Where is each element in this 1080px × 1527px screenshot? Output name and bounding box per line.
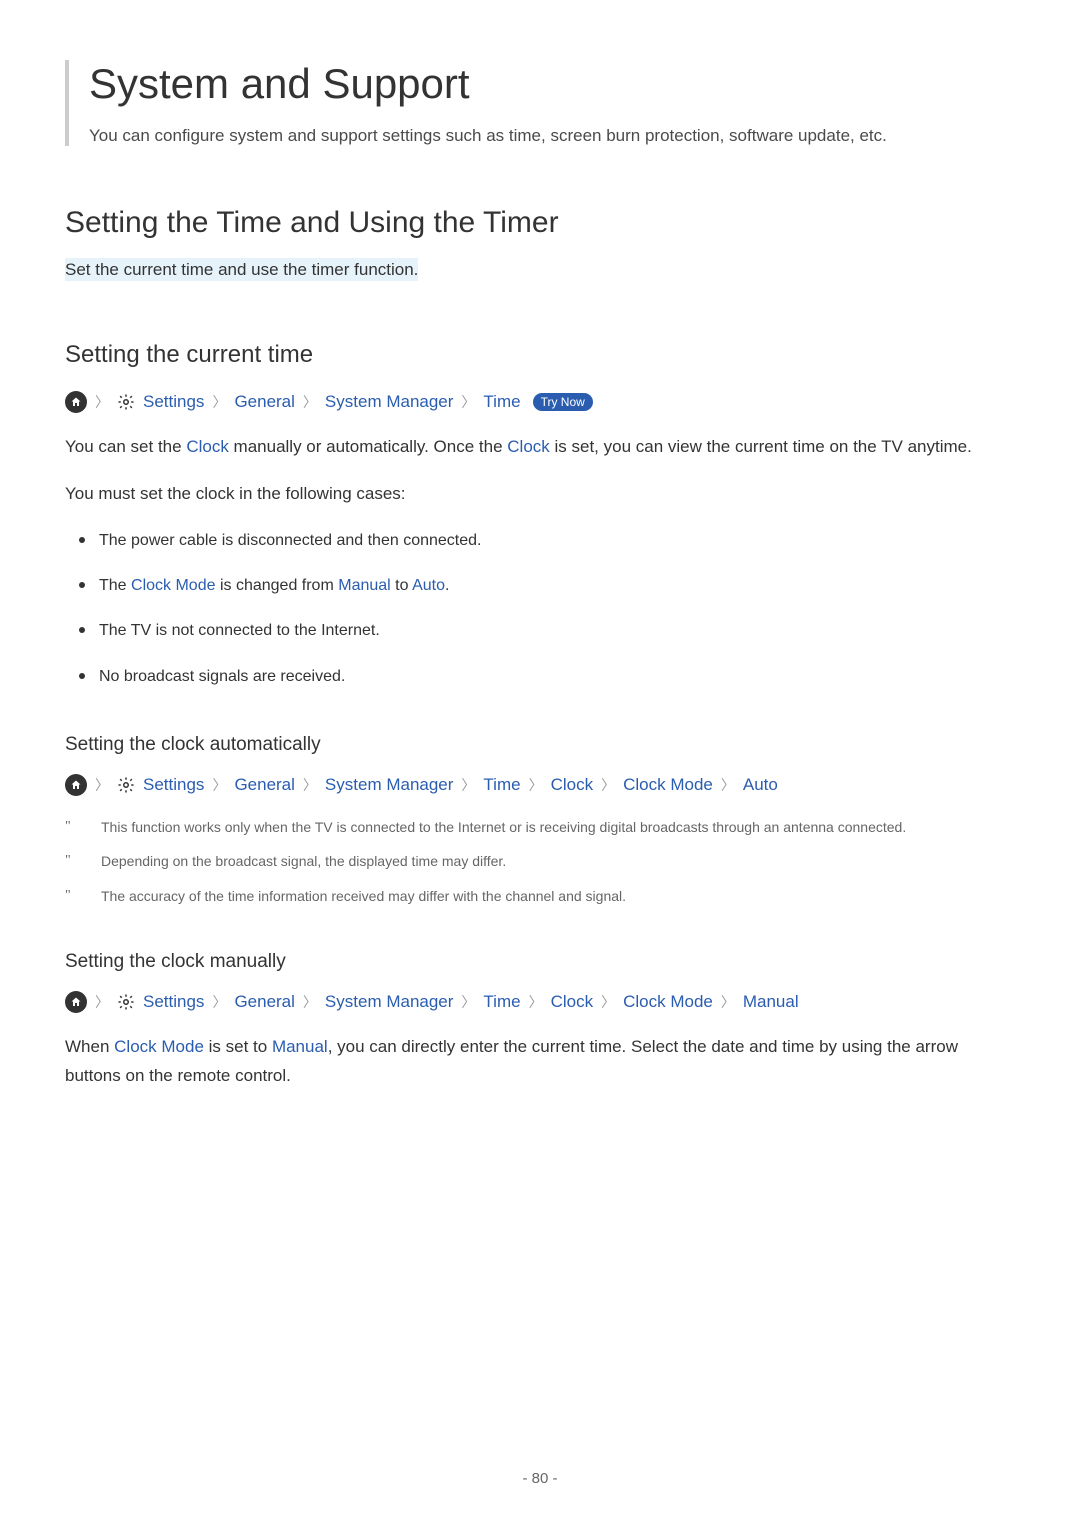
note-text: The accuracy of the time information rec… xyxy=(101,885,626,907)
nav-settings[interactable]: Settings xyxy=(143,392,204,412)
text: manually or automatically. Once the xyxy=(229,437,507,456)
chevron-icon: 〉 xyxy=(95,992,109,1012)
nav-clock-mode[interactable]: Clock Mode xyxy=(623,992,713,1012)
term-manual: Manual xyxy=(272,1037,328,1056)
nav-clock-mode[interactable]: Clock Mode xyxy=(623,775,713,795)
text: When xyxy=(65,1037,114,1056)
section-intro-wrap: Set the current time and use the timer f… xyxy=(65,256,1015,283)
text: is set, you can view the current time on… xyxy=(550,437,972,456)
chevron-icon: 〉 xyxy=(721,992,735,1012)
nav-system-manager[interactable]: System Manager xyxy=(325,392,454,412)
note-item: " Depending on the broadcast signal, the … xyxy=(65,850,1015,872)
chevron-icon: 〉 xyxy=(212,392,226,412)
note-marker: " xyxy=(65,816,81,838)
home-icon xyxy=(65,391,87,413)
note-item: " This function works only when the TV is… xyxy=(65,816,1015,838)
title-block: System and Support You can configure sys… xyxy=(65,60,1015,146)
chevron-icon: 〉 xyxy=(95,392,109,412)
nav-time[interactable]: Time xyxy=(483,775,520,795)
chevron-icon: 〉 xyxy=(95,775,109,795)
nav-system-manager[interactable]: System Manager xyxy=(325,775,454,795)
term-clock-mode: Clock Mode xyxy=(131,577,215,594)
chevron-icon: 〉 xyxy=(529,775,543,795)
list-item: The TV is not connected to the Internet. xyxy=(99,617,1015,644)
chevron-icon: 〉 xyxy=(303,392,317,412)
text: is set to xyxy=(204,1037,272,1056)
nav-path-2: 〉 Settings 〉 General 〉 System Manager 〉 … xyxy=(65,774,1015,796)
page-title: System and Support xyxy=(89,60,1015,108)
term-auto: Auto xyxy=(412,577,445,594)
nav-general[interactable]: General xyxy=(234,392,294,412)
sub3-para: When Clock Mode is set to Manual, you ca… xyxy=(65,1033,1015,1091)
text: to xyxy=(391,577,412,594)
text: is changed from xyxy=(216,577,339,594)
text: . xyxy=(445,577,449,594)
chevron-icon: 〉 xyxy=(212,775,226,795)
chevron-icon: 〉 xyxy=(461,392,475,412)
note-marker: " xyxy=(65,885,81,907)
term-clock-mode: Clock Mode xyxy=(114,1037,204,1056)
chevron-icon: 〉 xyxy=(601,992,615,1012)
nav-auto[interactable]: Auto xyxy=(743,775,778,795)
note-list-1: " This function works only when the TV is… xyxy=(65,816,1015,907)
try-now-badge[interactable]: Try Now xyxy=(533,393,593,411)
note-marker: " xyxy=(65,850,81,872)
note-text: This function works only when the TV is … xyxy=(101,816,906,838)
nav-time[interactable]: Time xyxy=(483,992,520,1012)
nav-clock[interactable]: Clock xyxy=(551,775,594,795)
note-item: " The accuracy of the time information re… xyxy=(65,885,1015,907)
home-icon xyxy=(65,991,87,1013)
nav-settings[interactable]: Settings xyxy=(143,992,204,1012)
list-item: The Clock Mode is changed from Manual to… xyxy=(99,572,1015,599)
sub3-heading: Setting the clock manually xyxy=(65,951,1015,973)
chevron-icon: 〉 xyxy=(303,775,317,795)
gear-icon xyxy=(117,993,135,1011)
nav-system-manager[interactable]: System Manager xyxy=(325,992,454,1012)
list-item: The power cable is disconnected and then… xyxy=(99,527,1015,554)
chevron-icon: 〉 xyxy=(721,775,735,795)
nav-clock[interactable]: Clock xyxy=(551,992,594,1012)
sub1-para2: You must set the clock in the following … xyxy=(65,480,1015,509)
chevron-icon: 〉 xyxy=(601,775,615,795)
page-number: - 80 - xyxy=(0,1470,1080,1487)
nav-time[interactable]: Time xyxy=(483,392,520,412)
text: The xyxy=(99,577,131,594)
section-heading: Setting the Time and Using the Timer xyxy=(65,206,1015,240)
text: You can set the xyxy=(65,437,186,456)
chevron-icon: 〉 xyxy=(303,992,317,1012)
gear-icon xyxy=(117,776,135,794)
nav-path-3: 〉 Settings 〉 General 〉 System Manager 〉 … xyxy=(65,991,1015,1013)
page-subtitle: You can configure system and support set… xyxy=(89,126,1015,146)
nav-path-1: 〉 Settings 〉 General 〉 System Manager 〉 … xyxy=(65,391,1015,413)
sub2-heading: Setting the clock automatically xyxy=(65,734,1015,756)
sub1-para1: You can set the Clock manually or automa… xyxy=(65,433,1015,462)
note-text: Depending on the broadcast signal, the d… xyxy=(101,850,506,872)
chevron-icon: 〉 xyxy=(461,775,475,795)
nav-manual[interactable]: Manual xyxy=(743,992,799,1012)
nav-general[interactable]: General xyxy=(234,775,294,795)
nav-general[interactable]: General xyxy=(234,992,294,1012)
term-manual: Manual xyxy=(338,577,390,594)
list-item: No broadcast signals are received. xyxy=(99,663,1015,690)
home-icon xyxy=(65,774,87,796)
term-clock: Clock xyxy=(186,437,229,456)
chevron-icon: 〉 xyxy=(461,992,475,1012)
section-intro: Set the current time and use the timer f… xyxy=(65,258,418,281)
nav-settings[interactable]: Settings xyxy=(143,775,204,795)
sub1-heading: Setting the current time xyxy=(65,341,1015,369)
term-clock: Clock xyxy=(507,437,550,456)
chevron-icon: 〉 xyxy=(529,992,543,1012)
gear-icon xyxy=(117,393,135,411)
chevron-icon: 〉 xyxy=(212,992,226,1012)
bullet-list-1: The power cable is disconnected and then… xyxy=(65,527,1015,690)
